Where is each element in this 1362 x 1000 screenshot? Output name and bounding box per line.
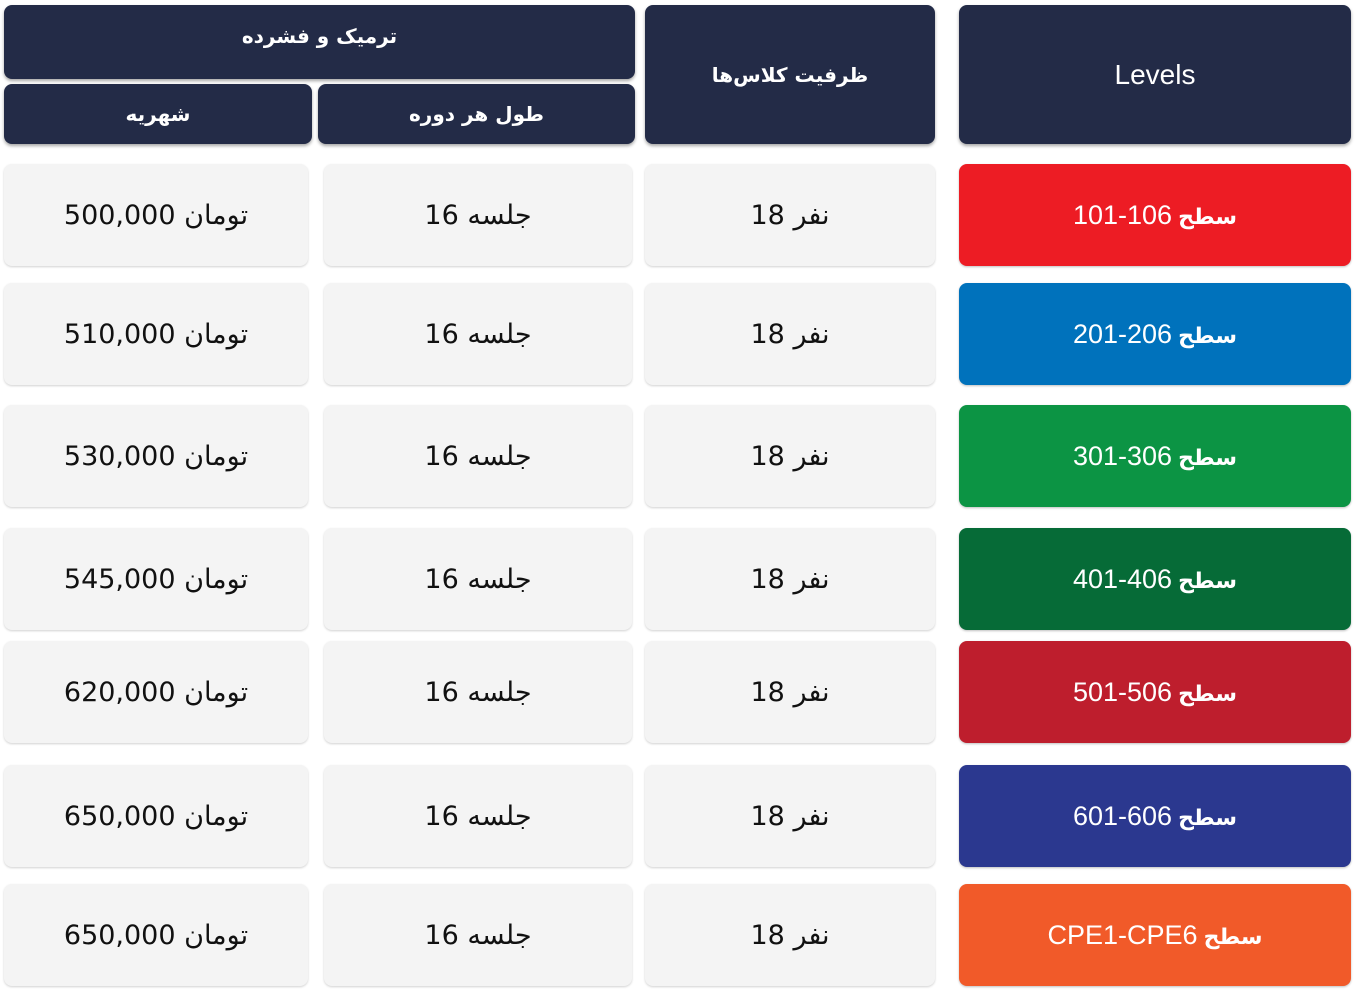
level-label: CPE1-CPE6 سطح [1048, 920, 1263, 951]
level-cell: 101-106 سطح [959, 164, 1351, 266]
capacity-cell: 18 نفر [645, 528, 935, 630]
level-range: 101-106 [1072, 199, 1173, 230]
level-prefix: سطح [1203, 924, 1263, 950]
capacity-value: 18 نفر [750, 800, 830, 832]
header-tuition: شهریه [4, 84, 312, 144]
capacity-cell: 18 نفر [645, 283, 935, 385]
duration-cell: 16 جلسه [324, 283, 632, 385]
duration-value: 16 جلسه [424, 676, 532, 708]
capacity-cell: 18 نفر [645, 765, 935, 867]
tuition-value: 545,000 تومان [63, 563, 249, 595]
duration-value: 16 جلسه [424, 800, 532, 832]
header-duration-label: طول هر دوره [409, 102, 544, 126]
level-range: CPE1-CPE6 [1047, 919, 1198, 950]
duration-cell: 16 جلسه [324, 405, 632, 507]
level-cell: 201-206 سطح [959, 283, 1351, 385]
level-range: 301-306 [1072, 440, 1173, 471]
level-prefix: سطح [1178, 681, 1237, 707]
duration-value: 16 جلسه [424, 440, 532, 472]
duration-value: 16 جلسه [424, 318, 532, 350]
level-range: 201-206 [1072, 318, 1173, 349]
duration-value: 16 جلسه [424, 919, 532, 951]
capacity-cell: 18 نفر [645, 641, 935, 743]
level-label: 401-406 سطح [1073, 564, 1237, 595]
level-cell: 601-606 سطح [959, 765, 1351, 867]
level-label: 601-606 سطح [1073, 801, 1237, 832]
duration-value: 16 جلسه [424, 563, 532, 595]
tuition-value: 500,000 تومان [63, 199, 249, 231]
level-prefix: سطح [1178, 445, 1237, 471]
header-levels: Levels [959, 5, 1351, 144]
header-levels-label: Levels [1114, 58, 1196, 90]
header-capacity-label: ظرفیت کلاس‌ها [711, 62, 869, 87]
capacity-value: 18 نفر [750, 919, 830, 951]
level-cell: 301-306 سطح [959, 405, 1351, 507]
level-prefix: سطح [1178, 323, 1237, 349]
capacity-value: 18 نفر [750, 676, 830, 708]
level-label: 101-106 سطح [1073, 200, 1237, 231]
tuition-value: 620,000 تومان [63, 676, 249, 708]
duration-value: 16 جلسه [424, 199, 532, 231]
level-cell: 501-506 سطح [959, 641, 1351, 743]
header-capacity: ظرفیت کلاس‌ها [645, 5, 935, 144]
level-label: 501-506 سطح [1073, 677, 1237, 708]
tuition-cell: 650,000 تومان [4, 884, 308, 986]
tuition-cell: 530,000 تومان [4, 405, 308, 507]
tuition-cell: 650,000 تومان [4, 765, 308, 867]
header-group: ترمیک و فشرده [4, 5, 635, 79]
tuition-value: 650,000 تومان [63, 800, 249, 832]
level-prefix: سطح [1178, 568, 1237, 594]
level-range: 501-506 [1072, 676, 1173, 707]
level-label: 201-206 سطح [1073, 319, 1237, 350]
level-cell: CPE1-CPE6 سطح [959, 884, 1351, 986]
capacity-value: 18 نفر [750, 199, 830, 231]
capacity-value: 18 نفر [750, 440, 830, 472]
level-prefix: سطح [1178, 204, 1237, 230]
duration-cell: 16 جلسه [324, 765, 632, 867]
tuition-value: 510,000 تومان [63, 318, 249, 350]
capacity-cell: 18 نفر [645, 884, 935, 986]
tuition-cell: 620,000 تومان [4, 641, 308, 743]
duration-cell: 16 جلسه [324, 641, 632, 743]
duration-cell: 16 جلسه [324, 884, 632, 986]
level-range: 601-606 [1072, 800, 1173, 831]
tuition-cell: 510,000 تومان [4, 283, 308, 385]
capacity-value: 18 نفر [750, 563, 830, 595]
capacity-cell: 18 نفر [645, 164, 935, 266]
tuition-cell: 500,000 تومان [4, 164, 308, 266]
tuition-cell: 545,000 تومان [4, 528, 308, 630]
capacity-cell: 18 نفر [645, 405, 935, 507]
duration-cell: 16 جلسه [324, 164, 632, 266]
header-duration: طول هر دوره [318, 84, 635, 144]
header-group-label: ترمیک و فشرده [241, 24, 398, 48]
level-range: 401-406 [1072, 563, 1173, 594]
level-label: 301-306 سطح [1073, 441, 1237, 472]
tuition-value: 530,000 تومان [63, 440, 249, 472]
level-cell: 401-406 سطح [959, 528, 1351, 630]
level-prefix: سطح [1178, 805, 1237, 831]
header-tuition-label: شهریه [125, 102, 191, 126]
tuition-value: 650,000 تومان [63, 919, 249, 951]
capacity-value: 18 نفر [750, 318, 830, 350]
duration-cell: 16 جلسه [324, 528, 632, 630]
